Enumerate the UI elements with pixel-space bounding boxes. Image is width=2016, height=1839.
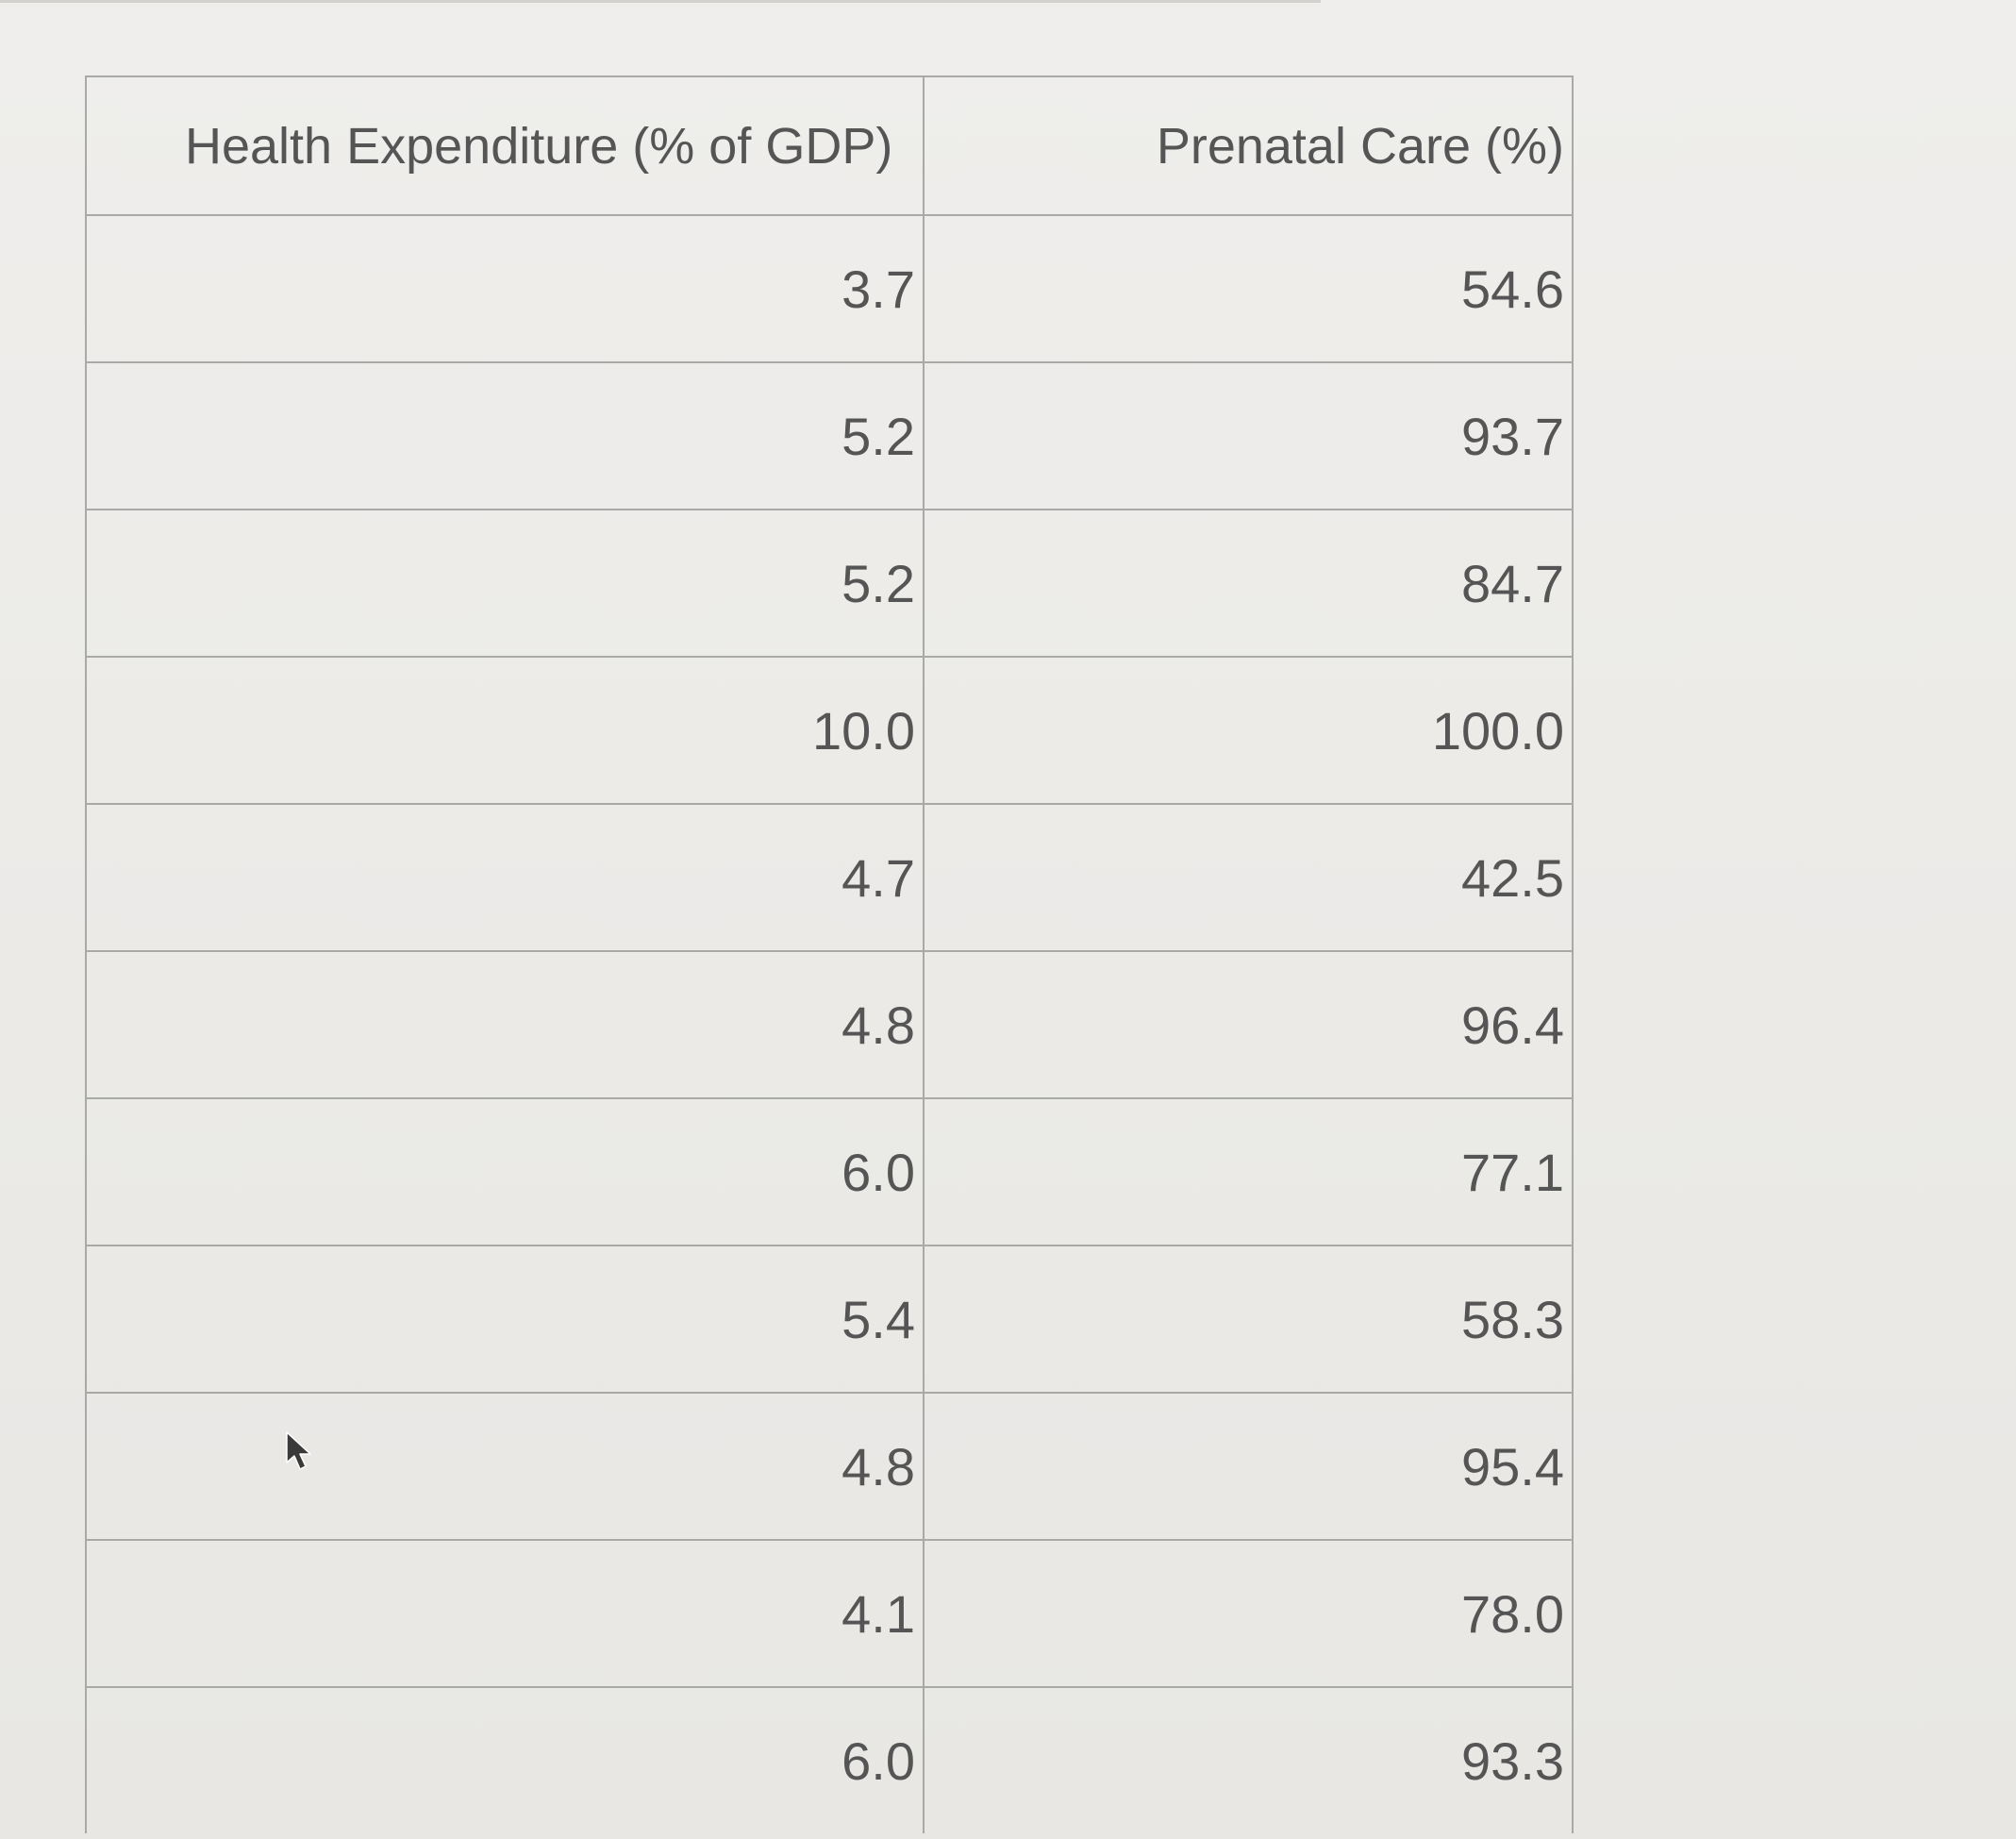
table-row: 5.4 58.3 — [85, 1245, 1574, 1394]
cell-health-expenditure: 4.7 — [85, 803, 925, 952]
cell-prenatal-care: 95.4 — [923, 1392, 1574, 1541]
header-health-expenditure: Health Expenditure (% of GDP) — [85, 75, 925, 216]
table-row: 10.0 100.0 — [85, 656, 1574, 805]
cell-prenatal-care: 93.3 — [923, 1686, 1574, 1833]
cell-prenatal-care: 96.4 — [923, 950, 1574, 1099]
top-divider — [0, 0, 1321, 3]
cell-prenatal-care: 100.0 — [923, 656, 1574, 805]
table-row: 5.2 84.7 — [85, 509, 1574, 658]
cell-prenatal-care: 42.5 — [923, 803, 1574, 952]
cell-prenatal-care: 54.6 — [923, 214, 1574, 363]
cell-health-expenditure: 6.0 — [85, 1097, 925, 1246]
cell-health-expenditure: 4.8 — [85, 950, 925, 1099]
table-row: 3.7 54.6 — [85, 214, 1574, 363]
cell-prenatal-care: 78.0 — [923, 1539, 1574, 1688]
cell-health-expenditure: 4.8 — [85, 1392, 925, 1541]
table-row: 5.2 93.7 — [85, 361, 1574, 510]
cell-health-expenditure: 3.7 — [85, 214, 925, 363]
data-table: Health Expenditure (% of GDP) Prenatal C… — [85, 75, 1574, 1833]
cell-health-expenditure: 5.2 — [85, 361, 925, 510]
table-row: 6.0 93.3 — [85, 1686, 1574, 1833]
header-prenatal-care: Prenatal Care (%) — [923, 75, 1574, 216]
cell-prenatal-care: 93.7 — [923, 361, 1574, 510]
table-row: 6.0 77.1 — [85, 1097, 1574, 1246]
cell-health-expenditure: 6.0 — [85, 1686, 925, 1833]
table-row: 4.1 78.0 — [85, 1539, 1574, 1688]
cell-prenatal-care: 84.7 — [923, 509, 1574, 658]
cell-health-expenditure: 4.1 — [85, 1539, 925, 1688]
cell-health-expenditure: 5.2 — [85, 509, 925, 658]
table-row: 4.7 42.5 — [85, 803, 1574, 952]
cell-prenatal-care: 77.1 — [923, 1097, 1574, 1246]
mouse-pointer-icon — [286, 1431, 311, 1470]
table-row: 4.8 96.4 — [85, 950, 1574, 1099]
table-row: 4.8 95.4 — [85, 1392, 1574, 1541]
table-header-row: Health Expenditure (% of GDP) Prenatal C… — [85, 75, 1574, 216]
cell-health-expenditure: 10.0 — [85, 656, 925, 805]
cell-prenatal-care: 58.3 — [923, 1245, 1574, 1394]
cell-health-expenditure: 5.4 — [85, 1245, 925, 1394]
